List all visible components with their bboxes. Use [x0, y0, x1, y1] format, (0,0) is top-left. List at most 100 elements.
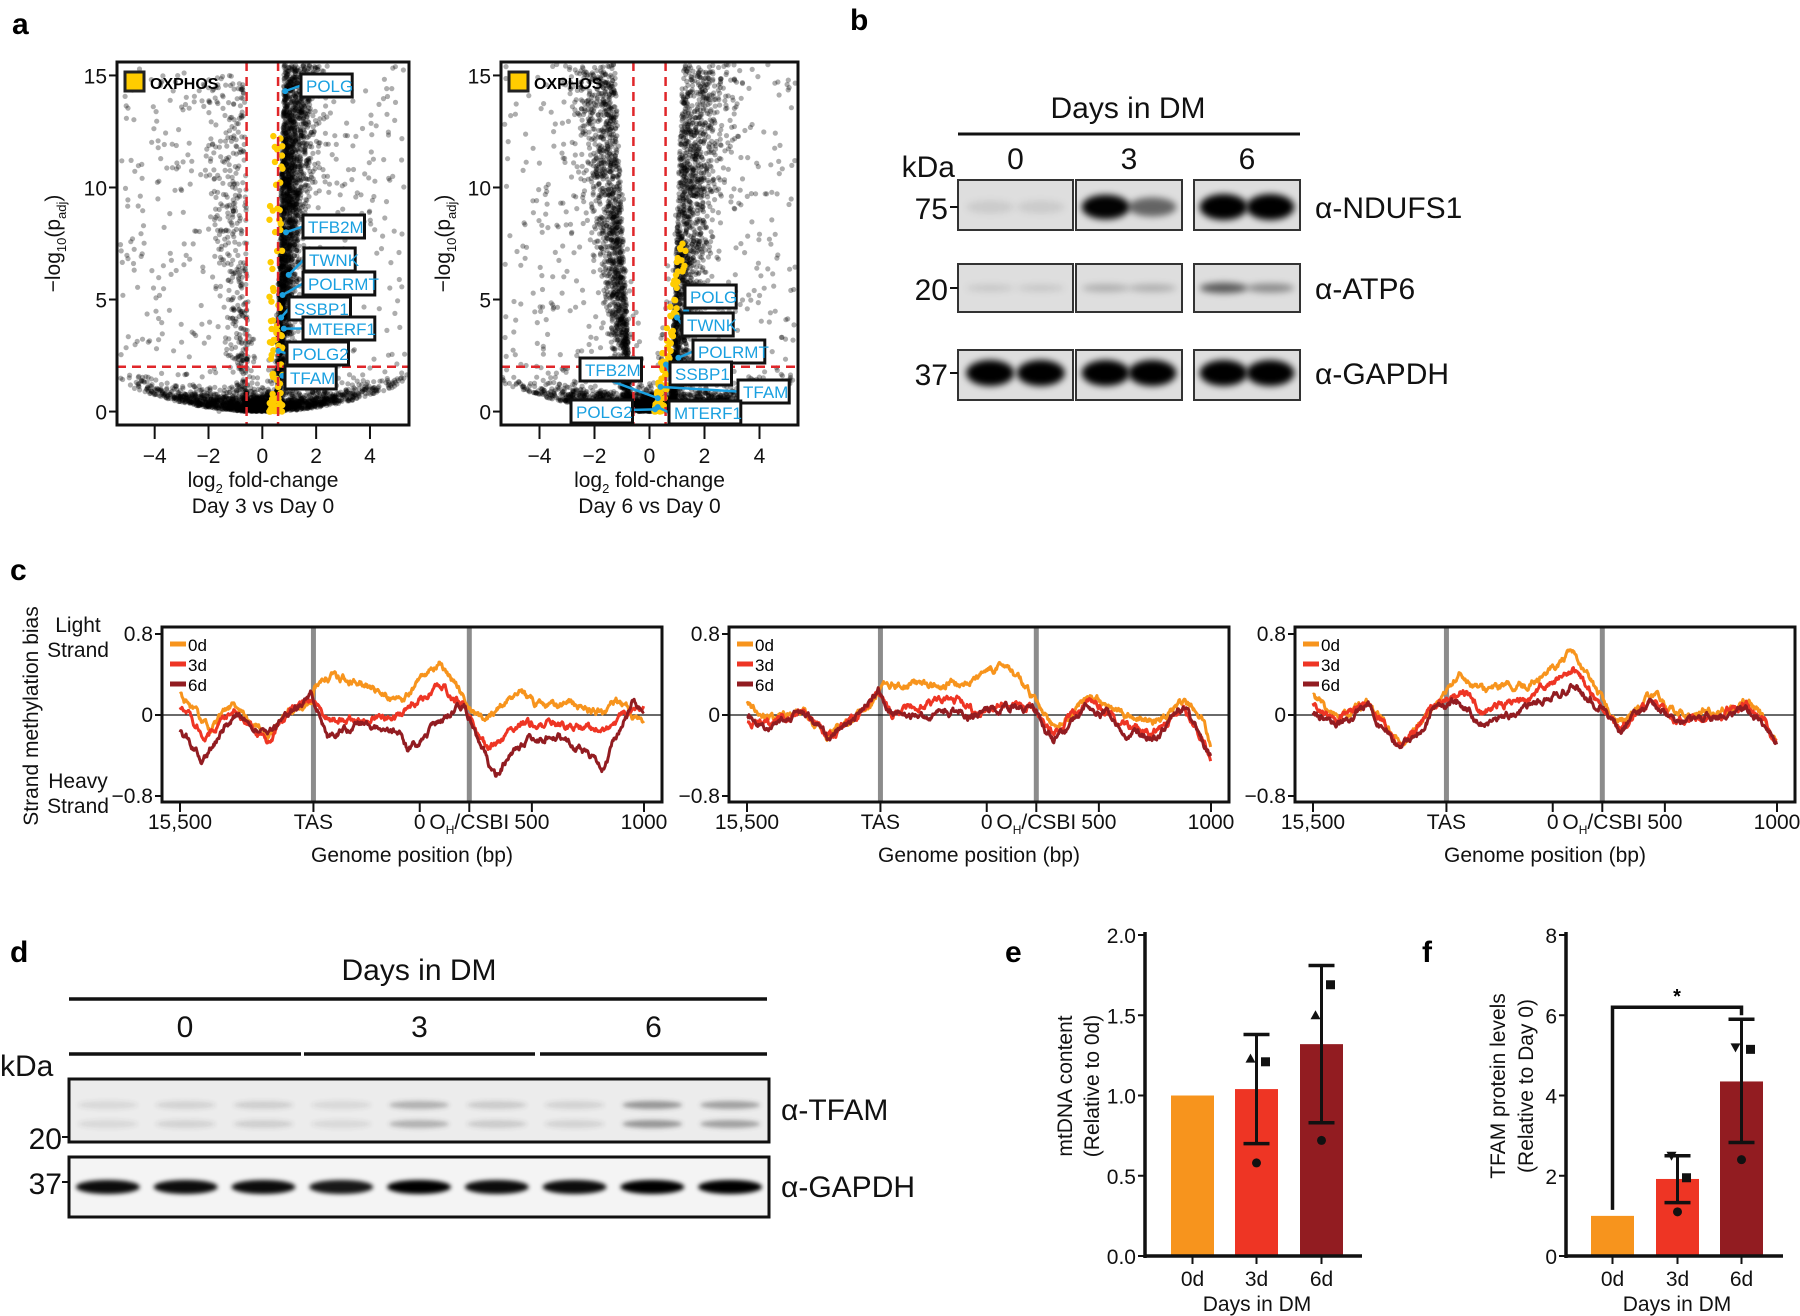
volcano-point — [200, 268, 206, 275]
volcano-point — [399, 284, 405, 290]
volcano-point — [288, 80, 294, 86]
volcano-point — [289, 224, 295, 230]
volcano-point — [279, 272, 285, 278]
volcano-point — [206, 226, 212, 232]
volcano-point — [235, 252, 241, 258]
volcano-point — [310, 131, 316, 138]
volcano-point — [372, 178, 378, 184]
volcano-point — [279, 238, 285, 244]
volcano-point — [226, 100, 232, 106]
volcano-point — [213, 235, 219, 241]
volcano-point — [284, 235, 290, 241]
volcano-point — [322, 179, 328, 185]
volcano-point — [281, 270, 287, 276]
volcano-point — [300, 173, 306, 179]
volcano-point — [278, 367, 284, 374]
volcano-point — [285, 72, 291, 78]
volcano-point — [287, 247, 293, 253]
volcano-point — [293, 238, 299, 244]
volcano-point — [377, 378, 383, 384]
volcano-point — [199, 321, 205, 327]
volcano-point — [227, 168, 233, 174]
panel-label-c: c — [10, 554, 27, 587]
volcano-point — [312, 118, 319, 124]
volcano-point — [284, 74, 290, 80]
volcano-point — [286, 261, 292, 267]
volcano-point — [281, 211, 287, 217]
volcano-point — [173, 142, 179, 149]
volcano-point — [203, 153, 209, 159]
volcano-point — [178, 321, 184, 327]
volcano-point — [336, 390, 342, 396]
volcano-point — [298, 107, 304, 113]
volcano-point — [284, 120, 290, 127]
volcano-point — [303, 176, 309, 182]
volcano-point — [284, 139, 290, 145]
volcano-point — [300, 127, 306, 133]
volcano-point — [286, 171, 292, 177]
volcano-point — [293, 102, 299, 109]
volcano-point — [306, 119, 312, 126]
volcano-point — [244, 400, 250, 406]
volcano-point — [155, 138, 161, 144]
panel-label-f: f — [1422, 936, 1433, 969]
volcano-point — [339, 183, 345, 189]
volcano-point — [283, 96, 289, 102]
volcano-point — [208, 136, 214, 142]
volcano-point — [290, 119, 296, 125]
volcano-point — [287, 65, 293, 71]
volcano-point — [229, 306, 235, 312]
volcano-point — [285, 83, 291, 89]
volcano-point — [289, 168, 295, 174]
volcano-point — [197, 401, 203, 407]
volcano-point — [234, 289, 240, 296]
volcano-point — [228, 261, 234, 267]
volcano-point — [285, 80, 291, 86]
volcano-point — [294, 212, 301, 219]
volcano-point — [286, 198, 292, 204]
volcano-point — [307, 392, 313, 398]
volcano-point — [260, 405, 266, 411]
volcano-point — [284, 68, 290, 74]
volcano-point — [313, 190, 319, 196]
volcano-point — [402, 351, 408, 357]
volcano-point — [203, 173, 209, 179]
volcano-point — [305, 163, 311, 169]
volcano-point — [220, 180, 226, 186]
volcano-point — [323, 103, 329, 109]
volcano-point — [394, 376, 400, 382]
volcano-point — [224, 400, 230, 406]
volcano-point — [290, 117, 296, 123]
volcano-point — [344, 120, 350, 126]
volcano-point — [282, 193, 288, 199]
volcano-point — [294, 75, 300, 81]
volcano-point — [280, 276, 286, 282]
volcano-point — [279, 235, 285, 241]
volcano-point — [285, 197, 291, 203]
volcano-point — [137, 193, 143, 199]
volcano-point — [288, 276, 294, 282]
volcano-point — [293, 231, 299, 237]
volcano-point — [305, 203, 311, 209]
volcano-point — [299, 184, 305, 191]
volcano-point — [312, 166, 318, 172]
volcano-point — [290, 204, 296, 210]
volcano-point — [150, 285, 157, 291]
volcano-point — [284, 211, 290, 217]
volcano-point — [293, 219, 299, 225]
volcano-point — [232, 181, 238, 187]
volcano-point — [289, 168, 295, 174]
volcano-point — [283, 122, 289, 128]
volcano-point — [292, 79, 298, 85]
volcano-point — [292, 129, 298, 135]
volcano-point — [298, 132, 304, 138]
volcano-point — [181, 393, 187, 399]
volcano-point — [285, 115, 291, 121]
volcano-point — [290, 149, 296, 155]
volcano-point — [284, 141, 290, 147]
volcano-point — [307, 106, 313, 112]
volcano-point — [373, 123, 379, 129]
volcano-point — [292, 138, 299, 144]
volcano-point — [302, 105, 308, 111]
volcano-point — [288, 257, 294, 264]
